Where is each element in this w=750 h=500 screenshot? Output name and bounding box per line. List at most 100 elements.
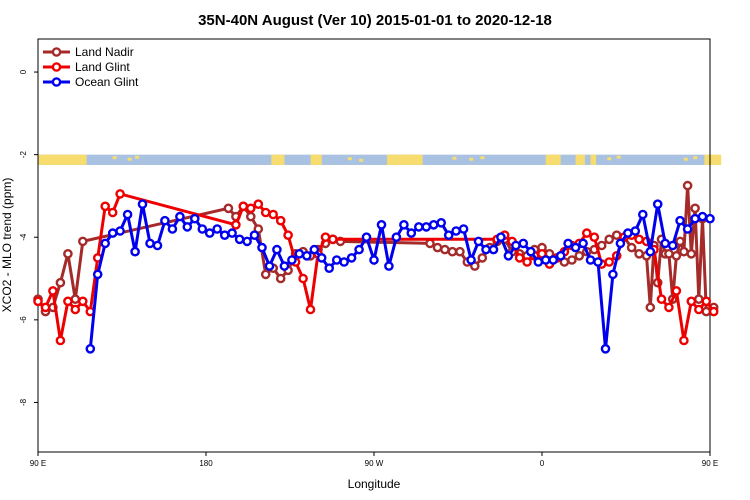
data-point (231, 219, 241, 230)
data-point (197, 224, 208, 234)
data-point (604, 234, 615, 245)
data-point (346, 253, 357, 263)
land-band (452, 156, 457, 160)
data-point (421, 222, 432, 232)
data-point (305, 304, 316, 315)
data-point (436, 217, 447, 228)
data-point (447, 246, 458, 257)
data-point (406, 228, 417, 238)
data-point (160, 215, 170, 226)
data-point (245, 211, 256, 222)
data-point (574, 250, 585, 261)
data-point (585, 255, 596, 265)
data-point (107, 228, 118, 238)
legend-item: Land Glint (43, 60, 130, 74)
land-band (112, 156, 117, 160)
data-point (257, 242, 267, 253)
data-point (514, 253, 525, 263)
data-point (503, 250, 514, 261)
data-point (596, 240, 607, 251)
data-point (249, 230, 260, 240)
data-point (242, 236, 252, 247)
data-point (361, 232, 372, 242)
legend-label: Land Glint (75, 60, 130, 74)
x-tick-label: 90 E (702, 459, 718, 468)
data-point (671, 286, 682, 296)
data-point (175, 211, 185, 222)
data-point (679, 246, 689, 257)
legend-label: Ocean Glint (75, 75, 139, 89)
data-point (55, 277, 66, 288)
data-point (316, 253, 327, 263)
y-tick-label: -2 (19, 151, 28, 159)
data-point (100, 238, 110, 249)
data-point (645, 246, 656, 257)
y-axis-label: XCO2 - MLO trend (ppm) (0, 178, 14, 313)
data-point (107, 207, 118, 218)
data-point (578, 238, 588, 249)
land-band (693, 156, 698, 160)
data-point (283, 230, 293, 240)
land-band (704, 154, 722, 165)
data-point (260, 207, 271, 218)
data-point (582, 228, 592, 238)
land-band (469, 157, 474, 161)
data-point (589, 232, 600, 242)
data-point (234, 234, 245, 245)
land-band (683, 157, 688, 161)
land-band (359, 158, 364, 162)
legend-item: Ocean Glint (43, 75, 139, 89)
data-point (443, 230, 454, 240)
data-point (608, 269, 618, 280)
legend-label: Land Nadir (75, 45, 134, 59)
y-tick-label: 0 (19, 69, 28, 74)
land-band (127, 157, 132, 161)
x-tick-label: 90 E (30, 459, 46, 468)
data-point (697, 211, 708, 222)
y-tick-label: -8 (19, 398, 28, 406)
data-point (100, 201, 110, 212)
data-point (328, 234, 338, 245)
x-axis: 90 E 180 90 W 0 90 E (30, 452, 718, 468)
data-point (511, 240, 521, 251)
data-point (526, 246, 536, 257)
data-point (137, 199, 148, 209)
data-point (488, 244, 499, 255)
data-point (570, 242, 581, 253)
data-point (227, 228, 237, 238)
land-band (480, 156, 485, 160)
data-point (567, 255, 577, 265)
data-point (78, 296, 88, 307)
land-band (616, 155, 621, 159)
data-point (481, 244, 491, 255)
data-point (425, 238, 435, 249)
data-point (275, 215, 286, 226)
data-point (301, 250, 312, 261)
land-band (545, 154, 561, 165)
data-point (245, 203, 256, 214)
data-point (473, 236, 484, 247)
data-point (671, 250, 682, 261)
data-point (638, 209, 648, 220)
data-point (324, 263, 335, 274)
data-point (115, 189, 125, 199)
x-tick-label: 0 (540, 459, 545, 468)
data-point (690, 213, 700, 224)
data-point (679, 335, 689, 346)
y-tick-label: -4 (19, 233, 28, 241)
data-point (70, 294, 81, 305)
data-point (253, 199, 264, 209)
data-point (294, 248, 305, 259)
data-point (626, 242, 637, 253)
data-point (287, 255, 297, 265)
data-point (705, 213, 715, 224)
land-band (387, 154, 423, 165)
data-point (675, 236, 685, 247)
data-point (369, 255, 379, 265)
data-point (391, 232, 402, 242)
data-point (458, 224, 469, 234)
legend-item: Land Nadir (43, 45, 134, 59)
land-band (575, 154, 585, 165)
data-point (115, 226, 125, 236)
